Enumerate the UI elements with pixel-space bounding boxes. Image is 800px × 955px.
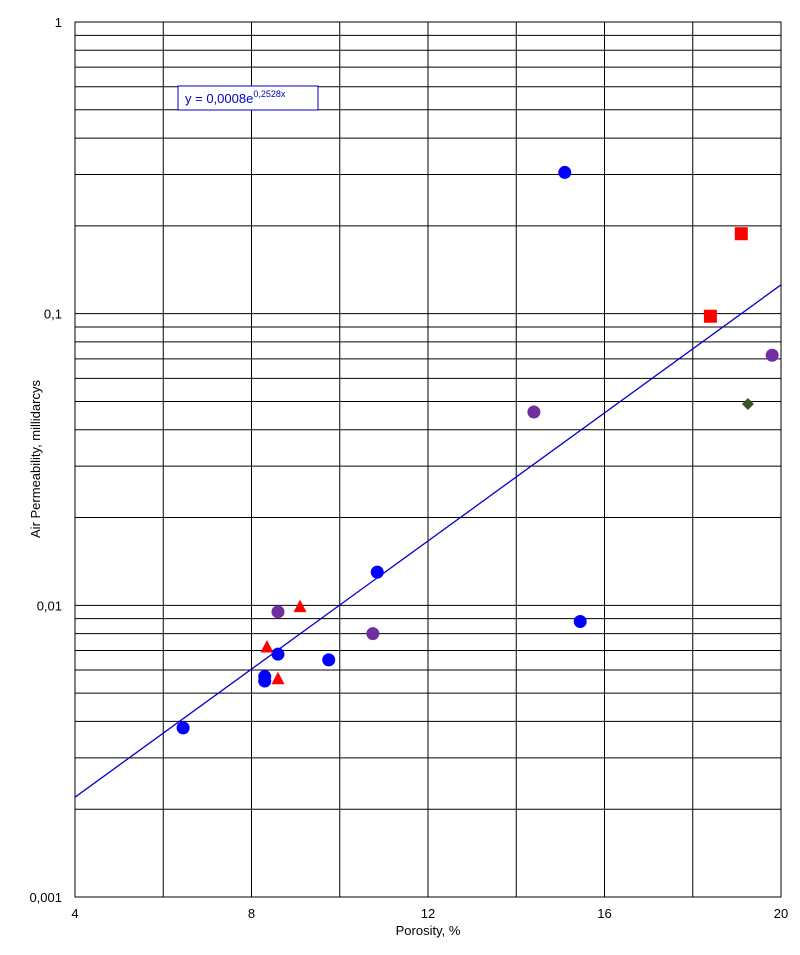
data-point-triangle bbox=[271, 671, 285, 685]
data-point-circle bbox=[366, 627, 380, 641]
x-tick-label: 12 bbox=[421, 906, 435, 921]
data-points bbox=[176, 165, 779, 735]
data-point-circle bbox=[527, 405, 541, 419]
data-point-circle bbox=[573, 615, 587, 629]
data-point-square bbox=[734, 227, 748, 241]
y-tick-label: 0,1 bbox=[44, 307, 62, 322]
x-tick-label: 16 bbox=[597, 906, 611, 921]
equation-border bbox=[177, 85, 319, 111]
plot-area-border bbox=[74, 21, 782, 898]
data-point-circle bbox=[258, 670, 272, 684]
data-point-triangle bbox=[293, 599, 307, 613]
y-axis-title: Air Permeability, millidarcys bbox=[28, 380, 43, 538]
svg-text:y = 0,0008e0,2528x: y = 0,0008e0,2528x bbox=[185, 89, 286, 106]
data-point-circle bbox=[271, 605, 285, 619]
data-point-circle bbox=[765, 348, 779, 362]
data-point-triangle bbox=[260, 639, 274, 653]
x-tick-label: 4 bbox=[71, 906, 78, 921]
trendline-equation-box: y = 0,0008e0,2528x bbox=[177, 85, 319, 111]
x-axis-title: Porosity, % bbox=[396, 923, 461, 938]
y-tick-label: 1 bbox=[55, 15, 62, 30]
data-point-square bbox=[703, 309, 717, 323]
data-point-circle bbox=[176, 721, 190, 735]
data-point-circle bbox=[322, 653, 336, 667]
tick-labels: 4 8 12 16 20 0,001 0,01 0,1 1 bbox=[29, 15, 788, 921]
grid bbox=[74, 22, 782, 898]
data-point-circle bbox=[370, 565, 384, 579]
x-tick-label: 20 bbox=[774, 906, 788, 921]
y-tick-label: 0,01 bbox=[37, 598, 62, 613]
x-tick-label: 8 bbox=[248, 906, 255, 921]
data-point-circle bbox=[271, 647, 285, 661]
y-tick-label: 0,001 bbox=[29, 890, 62, 905]
equation-text: y = 0,0008e bbox=[185, 91, 253, 106]
data-point-diamond bbox=[741, 398, 754, 411]
trendline bbox=[74, 284, 782, 798]
equation-exponent: 0,2528x bbox=[253, 89, 286, 99]
trendline-group bbox=[74, 284, 782, 798]
data-point-circle bbox=[558, 165, 572, 179]
